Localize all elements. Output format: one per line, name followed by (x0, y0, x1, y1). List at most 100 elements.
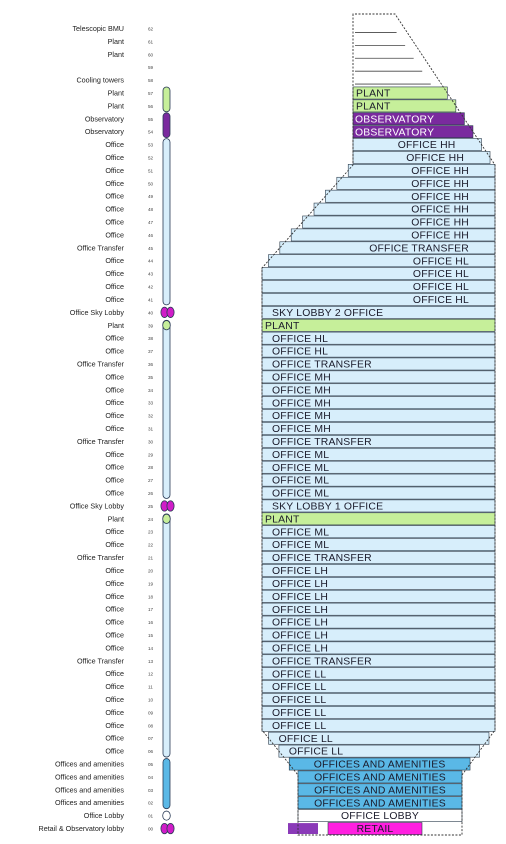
level-number: 33 (148, 401, 154, 406)
section-label: OFFICE LL (272, 695, 326, 706)
section-label: OFFICE LL (272, 708, 326, 719)
section-label: OFFICE ML (272, 527, 329, 538)
floor-label: Office (105, 605, 124, 614)
floor-label: Observatory (85, 114, 125, 123)
level-number: 36 (148, 362, 154, 367)
section-label: OFFICE LH (272, 579, 328, 590)
level-number: 14 (148, 646, 154, 651)
section-label: OFFICE HL (413, 295, 469, 306)
section-label: OFFICE LOBBY (341, 811, 419, 822)
floor-label: Office (105, 450, 124, 459)
floor-label: Office (105, 282, 124, 291)
floor-label: Office Sky Lobby (70, 501, 125, 510)
section-label: OFFICE TRANSFER (369, 243, 469, 254)
floor-label: Office (105, 721, 124, 730)
level-number: 31 (148, 427, 154, 432)
floor-label: Plant (108, 37, 124, 46)
floor-label: Office (105, 476, 124, 485)
floor-band (261, 525, 496, 539)
section-label: SKY LOBBY 2 OFFICE (272, 308, 383, 319)
level-number: 09 (148, 710, 154, 715)
floor-label: Office (105, 256, 124, 265)
floor-label: Office (105, 592, 124, 601)
floor-label: Office (105, 385, 124, 394)
section-label: PLANT (356, 101, 391, 112)
section-label: OFFICE HL (413, 269, 469, 280)
floor-label: Office (105, 192, 124, 201)
tower-outline (261, 13, 496, 836)
floor-label: Offices and amenities (55, 785, 124, 794)
section-label: OFFICE HH (411, 205, 469, 216)
level-number: 52 (148, 156, 154, 161)
section-label: OFFICE MH (272, 411, 331, 422)
section-label: OFFICE HH (411, 218, 469, 229)
section-label: OFFICE HH (398, 140, 456, 151)
floor-label: Office (105, 566, 124, 575)
section-label: OBSERVATORY (355, 127, 434, 138)
floor-label: Office (105, 734, 124, 743)
floor-band (261, 693, 496, 706)
level-number: 19 (148, 581, 154, 586)
level-number: 25 (148, 504, 154, 509)
floor-label: Retail & Observatory lobby (39, 824, 125, 833)
level-number: 00 (148, 827, 154, 832)
section-label: OFFICE LL (272, 669, 326, 680)
floor-label: Office Transfer (77, 553, 125, 562)
amenities-lift-shaft (162, 758, 171, 810)
level-number: 02 (148, 801, 154, 806)
level-number: 44 (148, 259, 154, 264)
section-label: OFFICE HL (272, 347, 328, 358)
floor-label: Office (105, 179, 124, 188)
floor-label: Office Transfer (77, 243, 125, 252)
section-label: OFFICE HH (406, 153, 464, 164)
section-label: OFFICE TRANSFER (272, 360, 372, 371)
floor-label: Office (105, 153, 124, 162)
floor-label: Telescopic BMU (72, 24, 124, 33)
level-number: 41 (148, 297, 154, 302)
floor-label: Offices and amenities (55, 760, 124, 769)
level-number: 35 (148, 375, 154, 380)
floor-label: Office (105, 630, 124, 639)
floor-label: Office Transfer (77, 359, 125, 368)
section-label: PLANT (356, 89, 391, 100)
section-label: OFFICE LL (272, 682, 326, 693)
floor-label: Office Transfer (77, 656, 125, 665)
floor-label: Office (105, 398, 124, 407)
section-label: OFFICE LL (279, 734, 333, 745)
floor-label: Plant (108, 321, 124, 330)
floor-label: Office (105, 579, 124, 588)
level-number: 01 (148, 814, 154, 819)
floor-band (261, 615, 496, 629)
office-lobby-node (162, 810, 171, 821)
section-label: OFFICE MH (272, 385, 331, 396)
section-label: PLANT (265, 321, 300, 332)
level-number: 61 (148, 39, 154, 44)
level-number: 53 (148, 143, 154, 148)
level-number: 40 (148, 310, 154, 315)
level-number: 32 (148, 414, 154, 419)
floor-label: Office (105, 463, 124, 472)
section-label: OFFICE LL (272, 721, 326, 732)
floor-band (313, 202, 496, 216)
level-number: 37 (148, 349, 154, 354)
floor-label: Office (105, 695, 124, 704)
floor-label: Office (105, 747, 124, 756)
section-label: OFFICE LH (272, 618, 328, 629)
floor-label: Office (105, 295, 124, 304)
level-number: 10 (148, 698, 154, 703)
floor-band (261, 280, 496, 293)
sky-lobby-1-node-b (166, 500, 175, 512)
level-number: 26 (148, 491, 154, 496)
section-label: OFFICE LH (272, 605, 328, 616)
plant-24-node (162, 513, 171, 524)
section-label: OFFICES AND AMENITIES (314, 798, 446, 809)
level-number: 30 (148, 439, 154, 444)
level-number: 23 (148, 530, 154, 535)
section-label: OFFICE LH (272, 631, 328, 642)
section-label: OFFICE ML (272, 489, 329, 500)
sky-lobby-2-node-b (166, 306, 175, 318)
tower-silhouette (261, 13, 496, 836)
floor-label: Office (105, 643, 124, 652)
floor-label: Office (105, 140, 124, 149)
section-label: OBSERVATORY (355, 114, 434, 125)
